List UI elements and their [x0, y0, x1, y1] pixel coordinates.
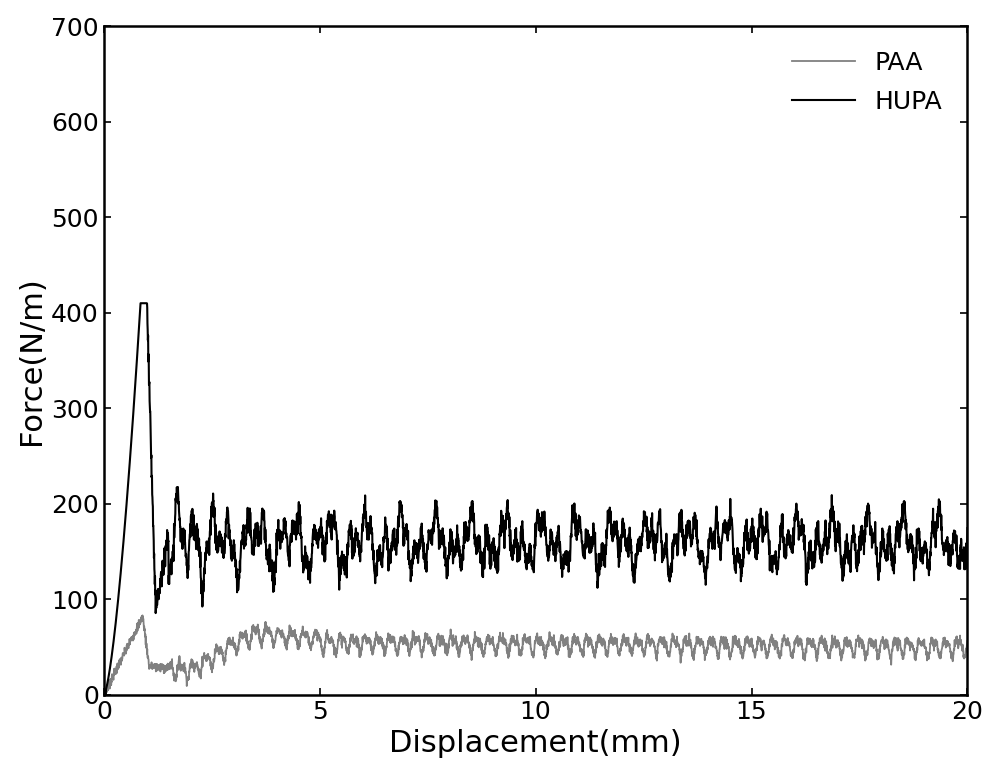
Legend: PAA, HUPA: PAA, HUPA	[780, 39, 955, 126]
PAA	[509, 637, 521, 646]
PAA	[136, 611, 148, 620]
PAA	[468, 635, 480, 644]
PAA	[98, 691, 110, 700]
HUPA	[98, 691, 110, 700]
HUPA	[961, 523, 973, 532]
HUPA	[508, 536, 520, 545]
PAA	[892, 633, 904, 642]
PAA	[461, 637, 473, 646]
HUPA	[892, 532, 904, 541]
PAA	[726, 648, 738, 657]
HUPA	[135, 298, 147, 308]
HUPA	[935, 521, 947, 530]
Y-axis label: Force(N/m): Force(N/m)	[17, 276, 46, 445]
PAA	[935, 649, 947, 658]
X-axis label: Displacement(mm): Displacement(mm)	[389, 729, 682, 758]
HUPA	[461, 523, 473, 532]
HUPA	[468, 508, 480, 518]
Line: HUPA: HUPA	[104, 303, 967, 695]
HUPA	[725, 513, 737, 522]
Line: PAA: PAA	[104, 615, 967, 695]
PAA	[961, 636, 973, 646]
PAA	[98, 686, 110, 695]
